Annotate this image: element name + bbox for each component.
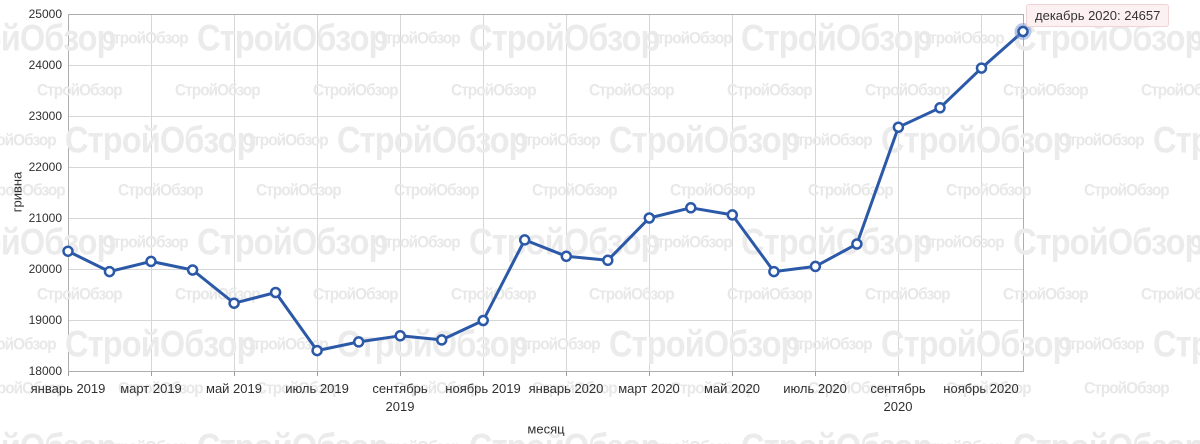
y-tick-label: 20000	[28, 262, 62, 276]
data-point[interactable]	[394, 330, 406, 342]
x-tick-label: ноябрь 2019	[445, 381, 521, 396]
x-tick-label: сентябрь 2019	[372, 381, 428, 414]
x-tick-label: январь 2020	[528, 381, 604, 396]
data-point[interactable]	[228, 297, 240, 309]
data-point[interactable]	[518, 234, 531, 246]
data-point[interactable]	[726, 209, 739, 221]
data-point[interactable]	[934, 102, 946, 114]
y-axis-title: гривна	[9, 171, 25, 213]
tooltip: декабрь 2020: 24657	[1026, 4, 1170, 27]
x-tick-label: март 2020	[618, 381, 680, 396]
data-point[interactable]	[602, 254, 614, 267]
x-tick-label: ноябрь 2020	[943, 381, 1019, 396]
data-point[interactable]	[477, 314, 489, 327]
x-tick-label: март 2019	[120, 381, 182, 396]
x-tick-label: январь 2019	[30, 381, 106, 396]
data-point[interactable]	[62, 245, 74, 257]
data-point[interactable]	[685, 202, 697, 214]
data-point[interactable]	[145, 255, 157, 268]
x-tick-label: май 2019	[206, 381, 262, 396]
y-tick-label: 21000	[28, 211, 62, 225]
data-point[interactable]	[643, 212, 656, 224]
data-point[interactable]	[851, 238, 863, 250]
y-tick-label: 22000	[28, 160, 62, 174]
y-tick-label: 23000	[28, 109, 62, 123]
data-point[interactable]	[892, 121, 905, 133]
data-point[interactable]	[269, 286, 282, 299]
data-point[interactable]	[809, 260, 822, 273]
data-point[interactable]	[435, 334, 448, 346]
data-point[interactable]	[1017, 25, 1029, 38]
y-tick-label: 25000	[28, 7, 62, 21]
data-point[interactable]	[768, 265, 780, 278]
y-tick-label: 19000	[28, 313, 62, 327]
x-tick-label: май 2020	[704, 381, 760, 396]
x-tick-label: июль 2019	[285, 381, 349, 396]
data-point[interactable]	[186, 264, 199, 276]
x-tick-label: сентябрь 2020	[870, 381, 926, 414]
x-tick-label: июль 2020	[783, 381, 847, 396]
y-tick-label: 24000	[28, 58, 62, 72]
data-point[interactable]	[975, 62, 988, 74]
x-axis-title: месяц	[527, 421, 565, 437]
data-point[interactable]	[560, 250, 573, 263]
y-tick-label: 18000	[28, 364, 62, 378]
data-point[interactable]	[103, 265, 116, 278]
data-point[interactable]	[311, 344, 323, 357]
data-point[interactable]	[352, 336, 365, 348]
